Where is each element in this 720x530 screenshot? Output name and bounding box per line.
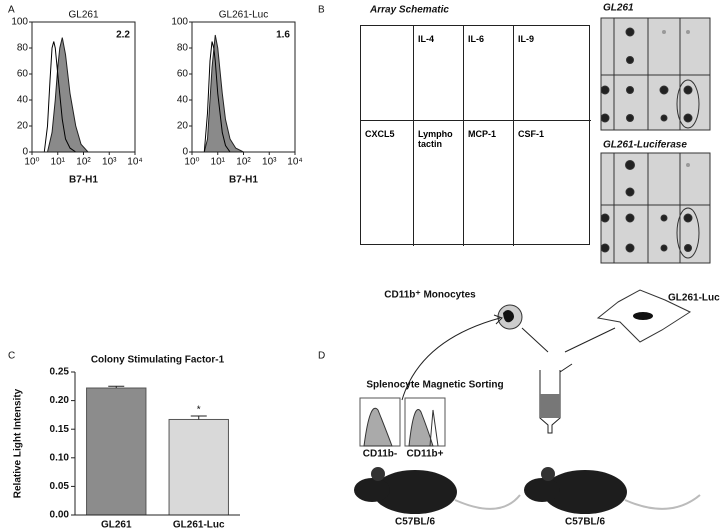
annotation: 2.2 (116, 30, 130, 41)
y-tick-label: 0 (182, 147, 188, 158)
array-title: GL261 (603, 3, 634, 14)
mouse (354, 467, 521, 514)
bar (168, 418, 229, 516)
y-tick-label: 0.05 (50, 481, 70, 492)
x-tick-label: 10³ (262, 157, 277, 168)
y-tick-label: 60 (17, 69, 29, 80)
x-tick-label: 10⁴ (127, 157, 142, 168)
y-tick-label: 40 (177, 95, 189, 106)
schematic-cell (361, 26, 414, 121)
schematic-cell: Lympho tactin (414, 121, 464, 246)
panel-label: D (318, 351, 325, 362)
y-tick-label: 80 (17, 43, 29, 54)
tube (539, 363, 573, 434)
y-tick-label: 100 (11, 17, 28, 28)
node-label: C57BL/6 (565, 517, 605, 528)
chart-title: Colony Stimulating Factor-1 (91, 355, 225, 366)
histogram-curve (46, 37, 90, 153)
x-tick-label: 10¹ (211, 157, 226, 168)
bar (86, 387, 147, 516)
x-tick-label: 10³ (102, 157, 117, 168)
error-bar (108, 385, 125, 389)
panel-label: A (8, 5, 15, 16)
schematic-cell: MCP-1 (464, 121, 514, 246)
plot-frame (31, 21, 136, 153)
y-tick-label: 20 (177, 121, 189, 132)
x-tick-label: 10⁴ (287, 157, 302, 168)
node-label: Splenocyte Magnetic Sorting (366, 380, 503, 391)
array-blot (600, 17, 711, 131)
y-axis-label: Relative Light Intensity (13, 388, 24, 498)
array-title: GL261-Luciferase (603, 140, 687, 151)
panel-label: C (8, 351, 15, 362)
annotation: 1.6 (276, 30, 290, 41)
schematic-cell: IL-4 (414, 26, 464, 121)
node-label: GL261-Luc (668, 293, 720, 304)
y-tick-label: 100 (171, 17, 188, 28)
node-label: C57BL/6 (395, 517, 435, 528)
arrow (564, 327, 616, 353)
y-tick-label: 40 (17, 95, 29, 106)
arrow (521, 327, 549, 353)
x-tick-label: 10² (76, 157, 91, 168)
panel-label: B (318, 5, 325, 16)
schematic-cell: CSF-1 (518, 129, 545, 139)
node-label: CD11b+ (407, 449, 444, 460)
nucleus (503, 310, 514, 323)
schematic-cell: IL-6 (464, 26, 514, 121)
y-tick-label: 0.25 (50, 367, 70, 378)
error-bar (190, 415, 207, 420)
schematic-title: Array Schematic (369, 5, 449, 16)
histogram-curve (203, 41, 231, 153)
y-tick-label: 0.00 (50, 510, 70, 521)
x-tick-label: 10¹ (51, 157, 66, 168)
tumor-nucleus (633, 312, 653, 320)
diagram: CD11b⁺ Monocytes GL261-Luc Splenocyte Ma… (354, 289, 720, 528)
tube-fill (540, 394, 560, 418)
annotation: * (197, 405, 201, 416)
node-label: CD11b⁺ Monocytes (384, 290, 476, 301)
chart-title: GL261-Luc (219, 10, 268, 21)
x-axis-label: B7-H1 (69, 175, 98, 186)
arrow (401, 317, 501, 401)
histogram-curve (43, 41, 77, 153)
y-tick-label: 20 (17, 121, 29, 132)
y-tick-label: 80 (177, 43, 189, 54)
mouse (524, 467, 701, 514)
array-schematic: IL-4 IL-6 IL-9 CXCL5 Lympho tactin MCP-1 CSF-1 (360, 25, 591, 246)
chart-title: GL261 (68, 10, 98, 21)
y-tick-label: 60 (177, 69, 189, 80)
schematic-cell: IL-9 (514, 26, 591, 121)
x-tick-label: 10⁰ (184, 157, 199, 168)
node-label: CD11b- (363, 449, 397, 460)
x-tick-label: GL261 (101, 520, 132, 530)
schematic-cell: CXCL5 (361, 121, 414, 246)
y-tick-label: 0.20 (50, 395, 70, 406)
x-tick-label: 10⁰ (24, 157, 39, 168)
x-axis-label: B7-H1 (229, 175, 258, 186)
array-blot (600, 152, 711, 264)
y-tick-label: 0.10 (50, 452, 70, 463)
y-tick-label: 0.15 (50, 424, 70, 435)
histogram-curve (203, 34, 244, 153)
y-tick-label: 0 (22, 147, 28, 158)
x-tick-label: 10² (236, 157, 251, 168)
x-tick-label: GL261-Luc (173, 520, 225, 530)
